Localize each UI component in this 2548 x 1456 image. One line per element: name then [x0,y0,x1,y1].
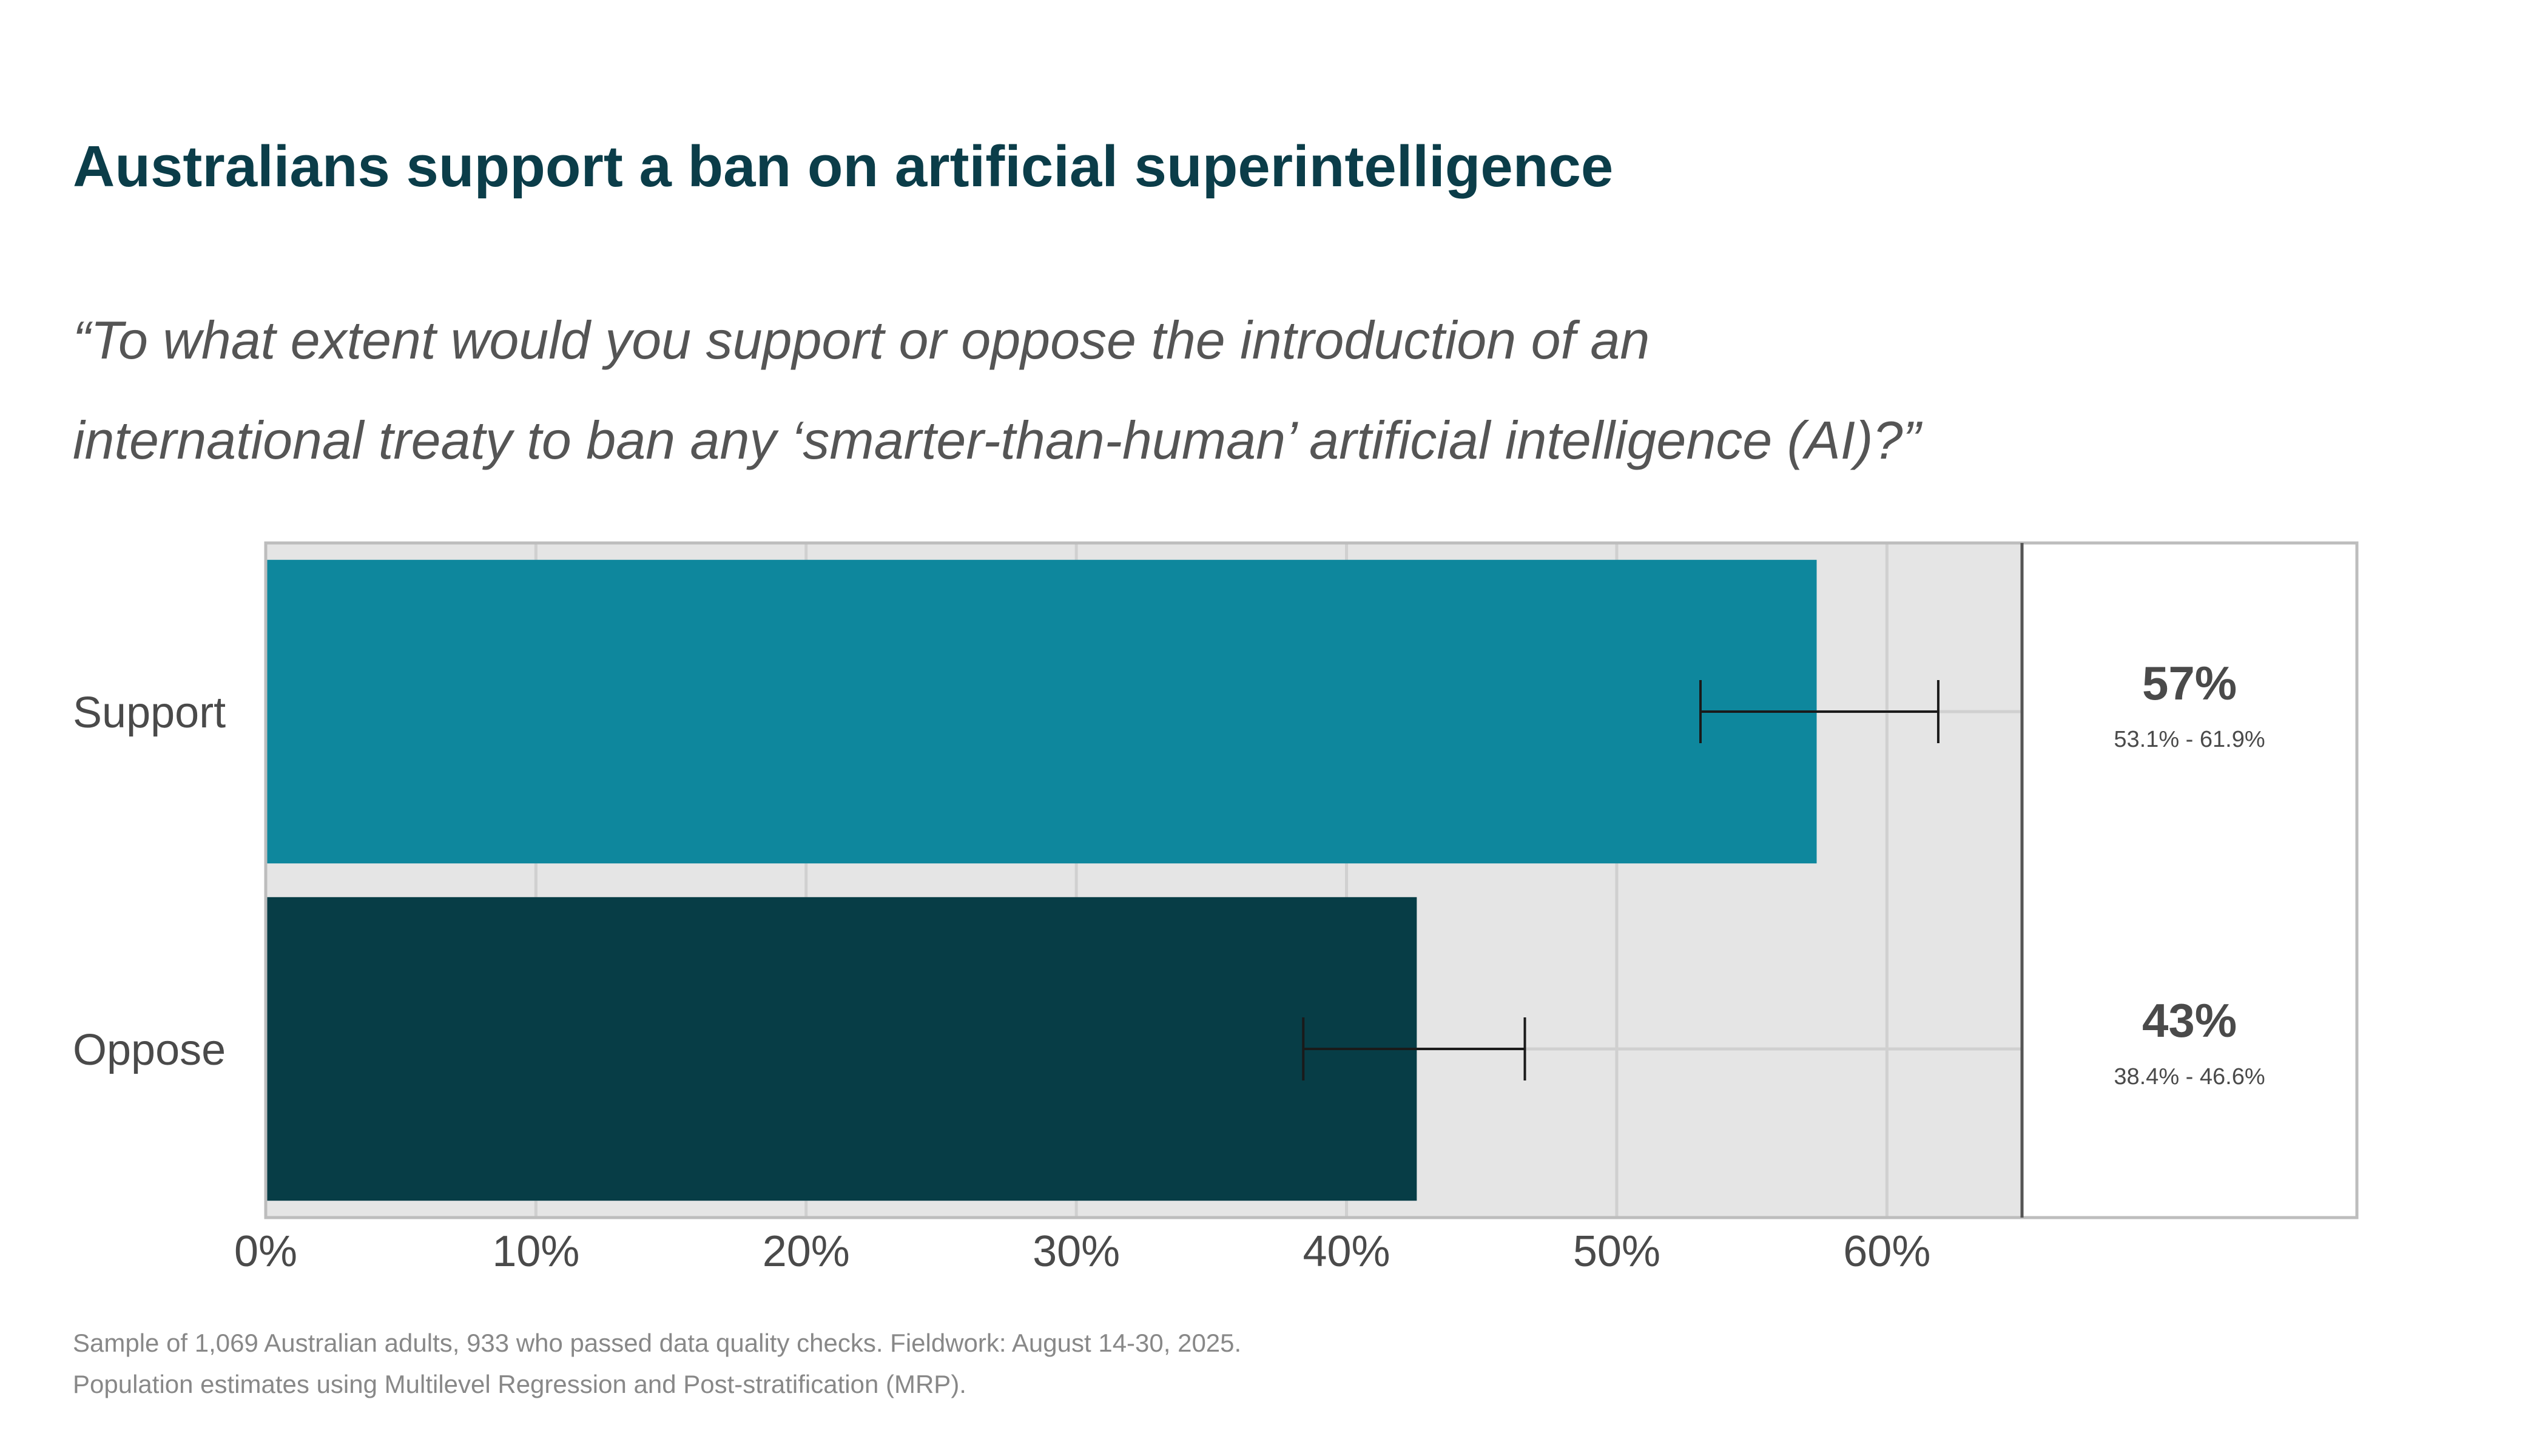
category-label-support: Support [73,689,226,737]
x-tick-label-0: 0% [234,1227,297,1276]
footnote-line-2: Population estimates using Multilevel Re… [73,1370,966,1398]
chart-frame [264,541,2359,1219]
ci-label-support: 53.1% - 61.9% [2114,727,2265,752]
x-tick-label-2: 20% [763,1227,850,1276]
chart-subtitle: “To what extent would you support or opp… [73,290,2257,490]
chart-title: Australians support a ban on artificial … [73,134,1614,199]
ci-label-oppose: 38.4% - 46.6% [2114,1064,2265,1090]
x-tick-label-3: 30% [1033,1227,1120,1276]
footnote: Sample of 1,069 Australian adults, 933 w… [73,1323,1241,1405]
x-tick-label-5: 50% [1573,1227,1660,1276]
value-label-oppose: 43% [2142,994,2237,1047]
value-panel [2022,543,2357,1218]
subtitle-line-1: “To what extent would you support or opp… [73,310,1650,370]
value-label-support: 57% [2142,656,2237,710]
category-label-oppose: Oppose [73,1026,226,1074]
x-tick-label-4: 40% [1303,1227,1390,1276]
bar-oppose [266,897,1417,1201]
x-tick-label-1: 10% [492,1227,579,1276]
subtitle-line-2: international treaty to ban any ‘smarter… [73,410,1921,470]
x-tick-label-6: 60% [1843,1227,1930,1276]
bar-support [266,559,1817,864]
footnote-line-1: Sample of 1,069 Australian adults, 933 w… [73,1329,1242,1357]
